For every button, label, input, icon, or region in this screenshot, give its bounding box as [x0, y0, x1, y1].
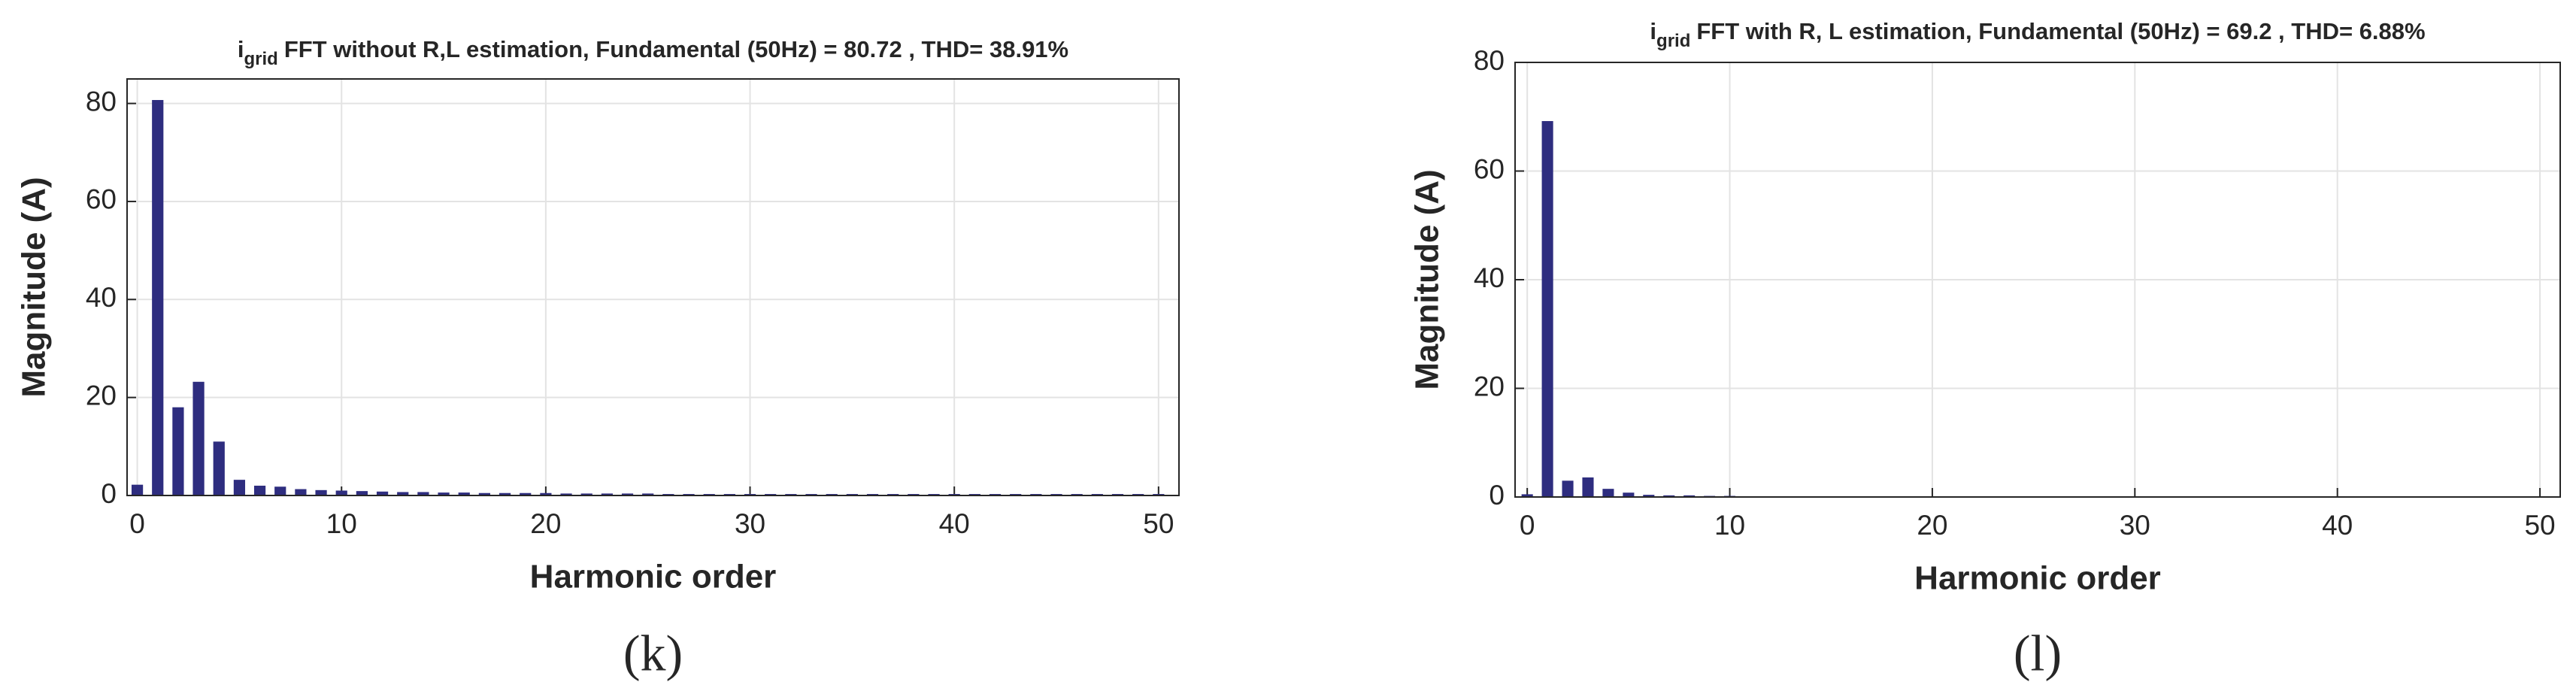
bar: [172, 407, 184, 495]
title-symbol: i: [1650, 18, 1656, 44]
bar: [253, 485, 266, 495]
axes-box: [1514, 62, 2561, 498]
title-subscript: grid: [244, 49, 277, 69]
x-axis-label: Harmonic order: [530, 559, 777, 595]
bar: [1683, 495, 1696, 497]
bar: [192, 381, 205, 495]
y-tick-label: 40: [1474, 262, 1505, 293]
y-tick-label: 0: [1489, 480, 1505, 511]
bar: [540, 492, 552, 495]
y-tick-label: 0: [101, 478, 117, 509]
bar: [438, 492, 450, 495]
title-text: FFT without R,L estimation, Fundamental …: [284, 36, 1068, 62]
x-tick-label: 30: [2120, 510, 2150, 541]
bar: [1521, 494, 1533, 497]
title-symbol: i: [238, 36, 244, 62]
y-tick-label: 60: [86, 184, 117, 215]
caption: (l): [2014, 625, 2062, 682]
chart-title: igrid FFT with R, L estimation, Fundament…: [1650, 18, 2425, 51]
bar: [1663, 495, 1675, 497]
bar: [1541, 121, 1553, 497]
bar: [397, 492, 409, 495]
y-tick-label: 20: [86, 380, 117, 411]
bar: [295, 489, 307, 495]
bar: [131, 484, 144, 495]
title-subscript: grid: [1656, 31, 1690, 51]
bar: [356, 491, 368, 495]
y-axis-label: Magnitude (A): [1409, 169, 1446, 389]
bar: [335, 490, 347, 495]
y-tick-label: 60: [1474, 153, 1505, 184]
bar: [1623, 492, 1635, 497]
x-axis-label: Harmonic order: [1914, 560, 2161, 597]
axes-box: [126, 78, 1180, 496]
bar: [642, 493, 654, 495]
y-tick-label: 80: [86, 86, 117, 117]
y-axis-label: Magnitude (A): [16, 177, 53, 397]
plot-area: [127, 79, 1179, 495]
x-tick-label: 40: [2322, 510, 2353, 541]
bar: [621, 493, 634, 495]
x-tick-label: 50: [1143, 508, 1174, 539]
bar: [520, 492, 532, 495]
bar: [1582, 477, 1594, 497]
bar: [213, 441, 225, 495]
x-tick-label: 50: [2524, 510, 2555, 541]
x-tick-label: 20: [1917, 510, 1947, 541]
bar: [1643, 495, 1655, 497]
bar: [152, 100, 164, 495]
bar: [233, 480, 246, 495]
bar: [315, 489, 327, 495]
title-text: FFT with R, L estimation, Fundamental (5…: [1696, 18, 2425, 44]
x-tick-label: 30: [735, 508, 765, 539]
x-tick-label: 0: [1520, 510, 1535, 541]
x-tick-label: 10: [1714, 510, 1745, 541]
y-tick-label: 20: [1474, 371, 1505, 402]
bar: [274, 486, 286, 495]
bar: [1602, 489, 1614, 497]
x-tick-label: 0: [129, 508, 145, 539]
bar: [458, 492, 470, 495]
bar: [601, 493, 613, 495]
caption: (k): [623, 625, 683, 682]
bar: [580, 493, 592, 495]
chart-title: igrid FFT without R,L estimation, Fundame…: [238, 36, 1068, 69]
bar: [560, 493, 572, 495]
x-tick-label: 10: [326, 508, 357, 539]
bar: [1562, 480, 1574, 497]
bar: [478, 492, 490, 495]
y-tick-label: 80: [1474, 45, 1505, 76]
bar: [499, 492, 511, 495]
y-tick-label: 40: [86, 282, 117, 313]
bar: [417, 492, 429, 495]
x-tick-label: 40: [939, 508, 970, 539]
x-tick-label: 20: [530, 508, 561, 539]
bar: [376, 491, 389, 495]
